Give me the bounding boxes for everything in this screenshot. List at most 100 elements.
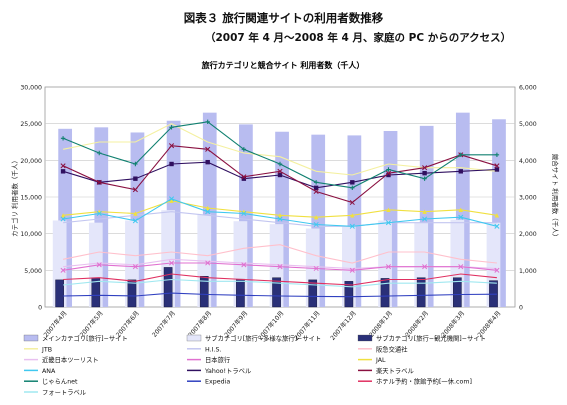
- point: [168, 260, 175, 266]
- legend-label: Expedia: [205, 379, 230, 386]
- point: [205, 205, 210, 211]
- point: [422, 216, 428, 222]
- x-tick-label: 2007年5月: [78, 309, 105, 339]
- bar: [163, 267, 173, 308]
- y-right-tick-label: 4,000: [519, 158, 537, 165]
- point: [96, 179, 102, 185]
- figure-subtitle: （2007 年 4 月〜2008 年 4 月、家庭の PC からのアクセス）: [205, 32, 512, 44]
- y-left-tick-label: 25,000: [20, 121, 42, 128]
- point: [385, 264, 392, 270]
- point: [169, 125, 174, 130]
- point: [277, 168, 283, 174]
- point: [241, 147, 247, 152]
- point: [241, 176, 247, 181]
- point: [386, 167, 391, 172]
- point: [96, 262, 102, 268]
- y-left-tick-label: 0: [38, 305, 42, 312]
- y-right-tick-label: 2,000: [519, 231, 537, 238]
- bar: [127, 279, 137, 308]
- legend-label: 近畿日本ツーリスト: [42, 355, 99, 364]
- legend-label: じゃらんnet: [42, 378, 78, 386]
- y-right-tick-label: 5,000: [519, 121, 537, 128]
- point: [422, 209, 427, 214]
- point: [349, 267, 355, 273]
- point: [422, 176, 427, 181]
- point: [133, 161, 138, 167]
- bar: [380, 278, 390, 308]
- legend-label: サブカテゴリ[旅行−観光機関]−サイト: [376, 334, 486, 343]
- point: [313, 185, 319, 191]
- point: [60, 216, 66, 222]
- point: [494, 223, 500, 229]
- point: [205, 146, 211, 152]
- point: [494, 167, 500, 172]
- point: [313, 188, 319, 195]
- point: [386, 172, 391, 178]
- point: [422, 165, 428, 171]
- point: [60, 213, 66, 218]
- point: [350, 185, 355, 191]
- bar: [236, 278, 245, 308]
- bar: [308, 279, 318, 308]
- point: [350, 213, 355, 218]
- point: [494, 267, 500, 273]
- point: [205, 260, 211, 266]
- point: [277, 161, 283, 167]
- y-left-tick-label: 20,000: [20, 158, 42, 165]
- point: [385, 170, 392, 176]
- figure-title: 図表３ 旅行関連サイトの利用者数推移: [183, 11, 384, 25]
- legend-label: JTB: [41, 346, 52, 353]
- point: [60, 136, 66, 141]
- point: [458, 169, 463, 174]
- point: [313, 214, 319, 220]
- x-tick-label: 2007年4月: [42, 309, 69, 339]
- point: [422, 264, 428, 270]
- point: [458, 207, 463, 213]
- y-left-tick-label: 5,000: [24, 268, 42, 275]
- x-tick-label: 2007年8月: [186, 309, 213, 339]
- x-tick-label: 2007年9月: [223, 309, 250, 339]
- point: [169, 198, 174, 203]
- x-tick-label: 2008年2月: [403, 309, 430, 339]
- bar: [416, 277, 426, 308]
- y-left-tick-label: 10,000: [20, 231, 42, 238]
- point: [458, 152, 463, 158]
- point: [60, 163, 66, 169]
- point: [205, 119, 210, 125]
- point: [458, 264, 464, 270]
- legend: メインカテゴリ[旅行]−サイト サブカテゴリ[旅行−多様な旅行]−サイト サブカテゴ…: [23, 334, 486, 397]
- point: [313, 180, 319, 185]
- point: [132, 187, 138, 193]
- point: [277, 264, 283, 270]
- point: [169, 161, 174, 167]
- legend-label: 阪急交通社: [376, 344, 408, 353]
- point: [60, 169, 66, 174]
- legend-label: H.I.S.: [205, 346, 221, 353]
- bar: [272, 277, 281, 308]
- point: [494, 163, 500, 169]
- point: [132, 264, 138, 270]
- point: [241, 262, 247, 268]
- bar: [344, 281, 354, 308]
- point: [133, 176, 138, 181]
- point: [168, 196, 175, 202]
- point: [386, 207, 391, 213]
- point: [494, 152, 500, 158]
- point: [241, 174, 247, 180]
- legend-label: 日本旅行: [205, 355, 231, 364]
- line-series-group: [60, 119, 500, 298]
- bar: [453, 277, 462, 308]
- y-right-axis-label: 競合サイト 利用者数（千人）: [551, 154, 560, 241]
- x-tick-label: 2007年12月: [329, 309, 358, 342]
- y-left-tick-label: 30,000: [20, 85, 42, 92]
- legend-label: メインカテゴリ[旅行]−サイト: [42, 334, 128, 343]
- point: [494, 213, 500, 218]
- legend-label: 楽天トラベル: [376, 366, 414, 375]
- legend-label: サブカテゴリ[旅行−多様な旅行]−サイト: [205, 334, 321, 343]
- y-right-tick-label: 6,000: [519, 85, 537, 92]
- point: [205, 209, 211, 215]
- legend-swatch: [186, 334, 202, 342]
- x-tick-label: 2008年1月: [367, 309, 394, 339]
- legend-label: Yahoo!トラベル: [204, 367, 251, 375]
- x-tick-label: 2007年6月: [114, 309, 141, 339]
